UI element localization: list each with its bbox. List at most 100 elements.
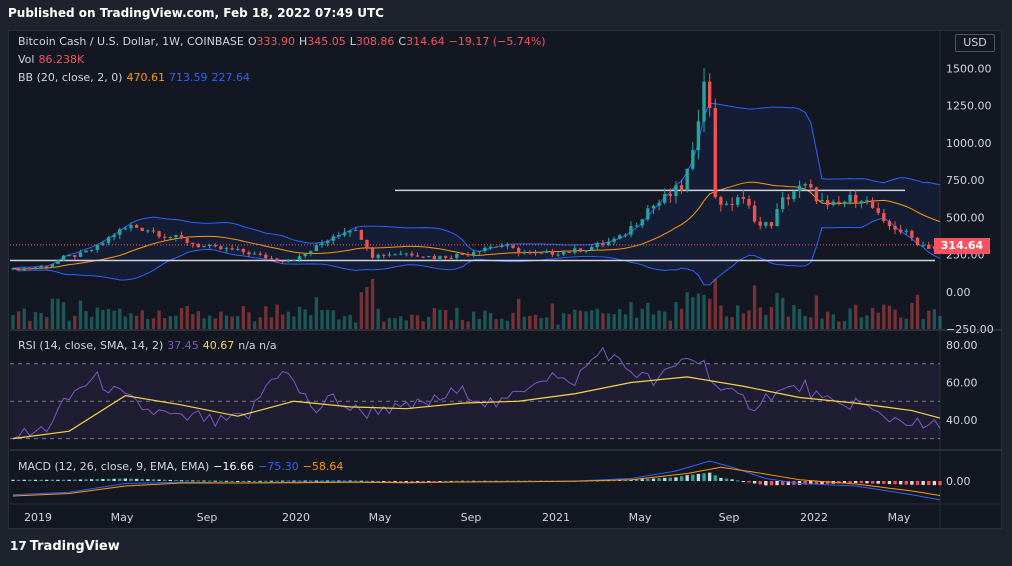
candle-body bbox=[870, 200, 875, 209]
candle-body bbox=[213, 244, 217, 247]
time-axis-label: 2019 bbox=[24, 511, 52, 524]
volume-bar bbox=[769, 306, 774, 329]
macd-histogram-bar bbox=[258, 480, 262, 482]
volume-bar bbox=[382, 321, 386, 329]
volume-bar bbox=[713, 279, 717, 329]
macd-histogram-bar bbox=[910, 481, 914, 485]
volume-bar bbox=[747, 310, 751, 329]
candle-body bbox=[769, 222, 774, 227]
macd-histogram-bar bbox=[938, 481, 942, 486]
candle-body bbox=[365, 239, 369, 249]
macd-histogram-bar bbox=[286, 480, 290, 482]
macd-histogram-bar bbox=[758, 481, 762, 485]
macd-histogram-bar bbox=[707, 472, 712, 481]
volume-bar bbox=[927, 310, 931, 329]
macd-histogram-bar bbox=[101, 479, 105, 481]
volume-bar bbox=[663, 311, 667, 329]
candle-body bbox=[84, 250, 88, 253]
macd-histogram-bar bbox=[674, 477, 678, 481]
candle-body bbox=[550, 251, 555, 255]
candle-body bbox=[163, 236, 167, 238]
macd-histogram-bar bbox=[67, 479, 71, 481]
time-axis-label: May bbox=[111, 511, 134, 524]
volume-bar bbox=[365, 286, 369, 329]
candle-body bbox=[337, 234, 341, 237]
currency-button[interactable]: USD bbox=[955, 34, 995, 52]
volume-bar bbox=[837, 321, 841, 329]
volume-bar bbox=[814, 295, 819, 329]
macd-histogram-bar bbox=[22, 479, 26, 481]
macd-histogram-bar bbox=[657, 478, 661, 481]
macd-histogram-bar bbox=[207, 480, 212, 482]
volume-bar bbox=[674, 302, 678, 329]
macd-histogram-bar bbox=[247, 480, 251, 482]
candle-body bbox=[410, 253, 414, 256]
time-axis-label: Sep bbox=[461, 511, 482, 524]
volume-bar bbox=[646, 302, 650, 329]
macd-histogram-bar bbox=[775, 481, 779, 486]
macd-histogram-bar bbox=[33, 479, 38, 481]
volume-bar bbox=[438, 309, 442, 329]
macd-label: MACD (12, 26, close, 9, EMA, EMA) bbox=[18, 460, 210, 473]
candle-body bbox=[219, 246, 223, 250]
candle-body bbox=[151, 230, 156, 232]
candle-body bbox=[882, 212, 886, 222]
low-value: 308.86 bbox=[355, 35, 395, 48]
bb-lower-value: 227.64 bbox=[211, 71, 250, 84]
volume-bar bbox=[320, 310, 324, 329]
time-axis-label: 2021 bbox=[542, 511, 570, 524]
volume-bar bbox=[539, 317, 543, 329]
candle-body bbox=[668, 193, 673, 197]
candle-body bbox=[185, 238, 189, 243]
volume-bar bbox=[286, 311, 290, 329]
volume-bar bbox=[269, 317, 274, 329]
candle-body bbox=[269, 258, 274, 260]
candle-body bbox=[460, 253, 465, 255]
symbol-legend: Bitcoin Cash / U.S. Dollar, 1W, COINBASE… bbox=[18, 35, 550, 48]
volume-bar bbox=[781, 297, 785, 329]
chart-frame[interactable] bbox=[8, 30, 1002, 529]
candle-body bbox=[781, 197, 785, 210]
volume-bar bbox=[247, 312, 251, 329]
candle-body bbox=[696, 121, 701, 151]
candle-body bbox=[505, 245, 510, 247]
volume-bar bbox=[118, 308, 122, 329]
macd-histogram-bar bbox=[365, 480, 369, 482]
volume-bar bbox=[803, 315, 807, 329]
candle-body bbox=[567, 252, 571, 254]
macd-histogram-bar bbox=[651, 478, 656, 481]
volume-bar bbox=[264, 306, 268, 329]
macd-hist-value: −16.66 bbox=[213, 460, 254, 473]
candle-body bbox=[202, 246, 206, 248]
candle-body bbox=[258, 253, 262, 255]
candle-body bbox=[848, 194, 852, 202]
macd-histogram-bar bbox=[106, 478, 111, 481]
volume-bar bbox=[825, 311, 830, 329]
candle-body bbox=[764, 222, 768, 226]
volume-bar bbox=[854, 304, 858, 329]
candle-body bbox=[303, 253, 307, 257]
candle-body bbox=[179, 234, 184, 239]
volume-bar bbox=[95, 307, 99, 329]
candle-body bbox=[865, 200, 869, 202]
macd-histogram-bar bbox=[747, 481, 751, 483]
volume-bar bbox=[623, 314, 628, 329]
volume-bar bbox=[612, 313, 616, 329]
candle-body bbox=[797, 185, 802, 192]
volume-bar bbox=[241, 306, 246, 329]
volume-bar bbox=[387, 318, 392, 329]
macd-histogram-bar bbox=[398, 481, 403, 482]
tradingview-footer[interactable]: 17 TradingView bbox=[10, 539, 120, 554]
volume-bar bbox=[707, 298, 712, 329]
candle-body bbox=[359, 229, 364, 240]
candle-body bbox=[331, 236, 335, 241]
macd-histogram-bar bbox=[629, 479, 633, 481]
volume-bar bbox=[207, 315, 212, 329]
candle-body bbox=[522, 252, 526, 254]
volume-bar bbox=[466, 321, 470, 329]
candle-body bbox=[679, 185, 684, 191]
volume-bar bbox=[573, 309, 577, 329]
volume-bar bbox=[657, 310, 661, 329]
high-label: H bbox=[299, 35, 308, 48]
